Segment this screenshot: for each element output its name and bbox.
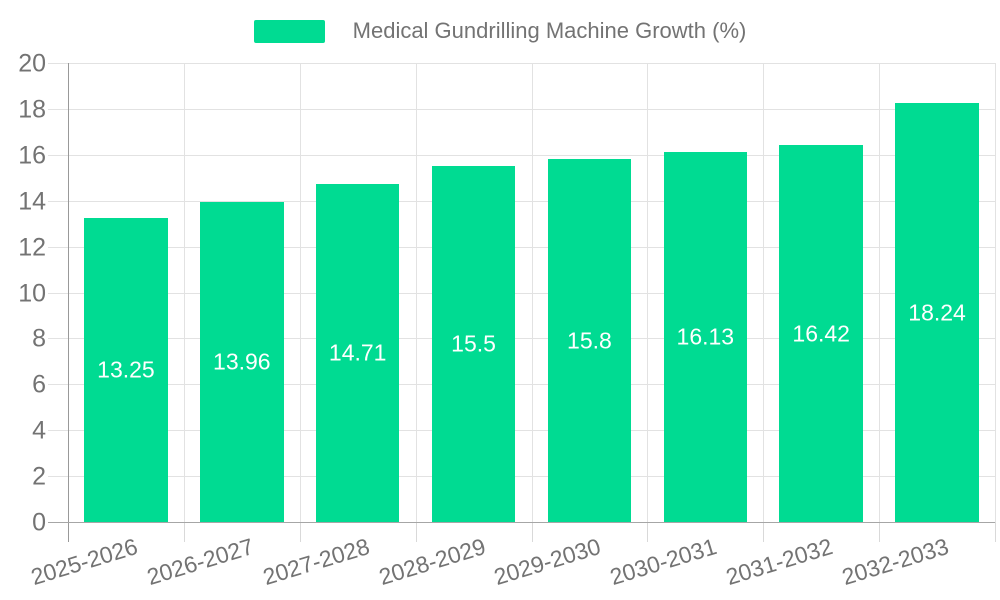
x-tick-mark (879, 522, 881, 542)
x-gridline (647, 63, 649, 522)
x-tick-mark (531, 522, 533, 542)
bar-value-label: 14.71 (328, 339, 387, 366)
bar (663, 151, 748, 522)
y-tick-label: 2 (32, 462, 46, 491)
x-axis-line (48, 522, 995, 523)
y-gridline (48, 476, 995, 478)
x-tick-label: 2031-2032 (722, 533, 836, 591)
x-gridline (995, 63, 996, 522)
x-tick-label: 2032-2033 (838, 533, 952, 591)
x-tick-mark (995, 522, 996, 542)
x-tick-label: 2026-2027 (143, 533, 257, 591)
y-gridline (48, 154, 995, 156)
bar-value-label: 18.24 (908, 299, 966, 326)
x-gridline (299, 63, 301, 522)
y-tick-label: 18 (18, 95, 46, 124)
bar (200, 201, 284, 522)
x-gridline (763, 63, 765, 522)
x-tick-label: 2027-2028 (259, 533, 373, 591)
y-tick-label: 12 (18, 233, 46, 262)
x-tick-label: 2028-2029 (375, 533, 489, 591)
x-gridline (879, 63, 881, 522)
x-tick-mark (183, 522, 185, 542)
y-gridline (48, 430, 995, 432)
x-tick-label: 2029-2030 (491, 533, 605, 591)
x-tick-mark (647, 522, 649, 542)
bar-value-label: 15.8 (567, 327, 612, 354)
y-tick-label: 6 (32, 370, 46, 399)
y-gridline (48, 338, 995, 340)
y-tick-label: 10 (18, 279, 46, 307)
x-tick-label: 2025-2026 (27, 533, 141, 591)
bar-value-label: 13.96 (213, 348, 271, 375)
y-axis-line (68, 63, 69, 542)
y-tick-label: 16 (18, 141, 46, 170)
bar (315, 184, 400, 522)
legend[interactable]: Medical Gundrilling Machine Growth (%) (0, 18, 1000, 44)
y-gridline (48, 292, 995, 294)
x-tick-mark (415, 522, 417, 542)
y-tick-label: 0 (32, 508, 46, 537)
y-gridline (48, 63, 995, 64)
bar-value-label: 13.25 (97, 356, 155, 383)
y-gridline (48, 200, 995, 202)
y-gridline (48, 246, 995, 248)
x-tick-mark (763, 522, 765, 542)
legend-swatch (253, 19, 325, 43)
bar-value-label: 15.5 (451, 330, 496, 357)
y-tick-label: 14 (18, 187, 46, 216)
bar (895, 103, 979, 522)
x-gridline (183, 63, 185, 522)
x-gridline (415, 63, 417, 522)
y-gridline (48, 108, 995, 110)
bar (547, 159, 632, 522)
x-tick-label: 2030-2031 (607, 533, 720, 591)
y-tick-label: 20 (18, 49, 46, 78)
y-tick-label: 8 (32, 324, 46, 353)
x-gridline (531, 63, 533, 522)
y-tick-label: 4 (32, 416, 46, 445)
y-gridline (48, 384, 995, 386)
bar-value-label: 16.42 (792, 320, 850, 347)
bar (431, 166, 516, 522)
bar-value-label: 16.13 (676, 323, 735, 350)
bar (779, 145, 863, 522)
bar (84, 217, 168, 522)
x-tick-mark (299, 522, 301, 542)
legend-label: Medical Gundrilling Machine Growth (%) (352, 18, 747, 43)
